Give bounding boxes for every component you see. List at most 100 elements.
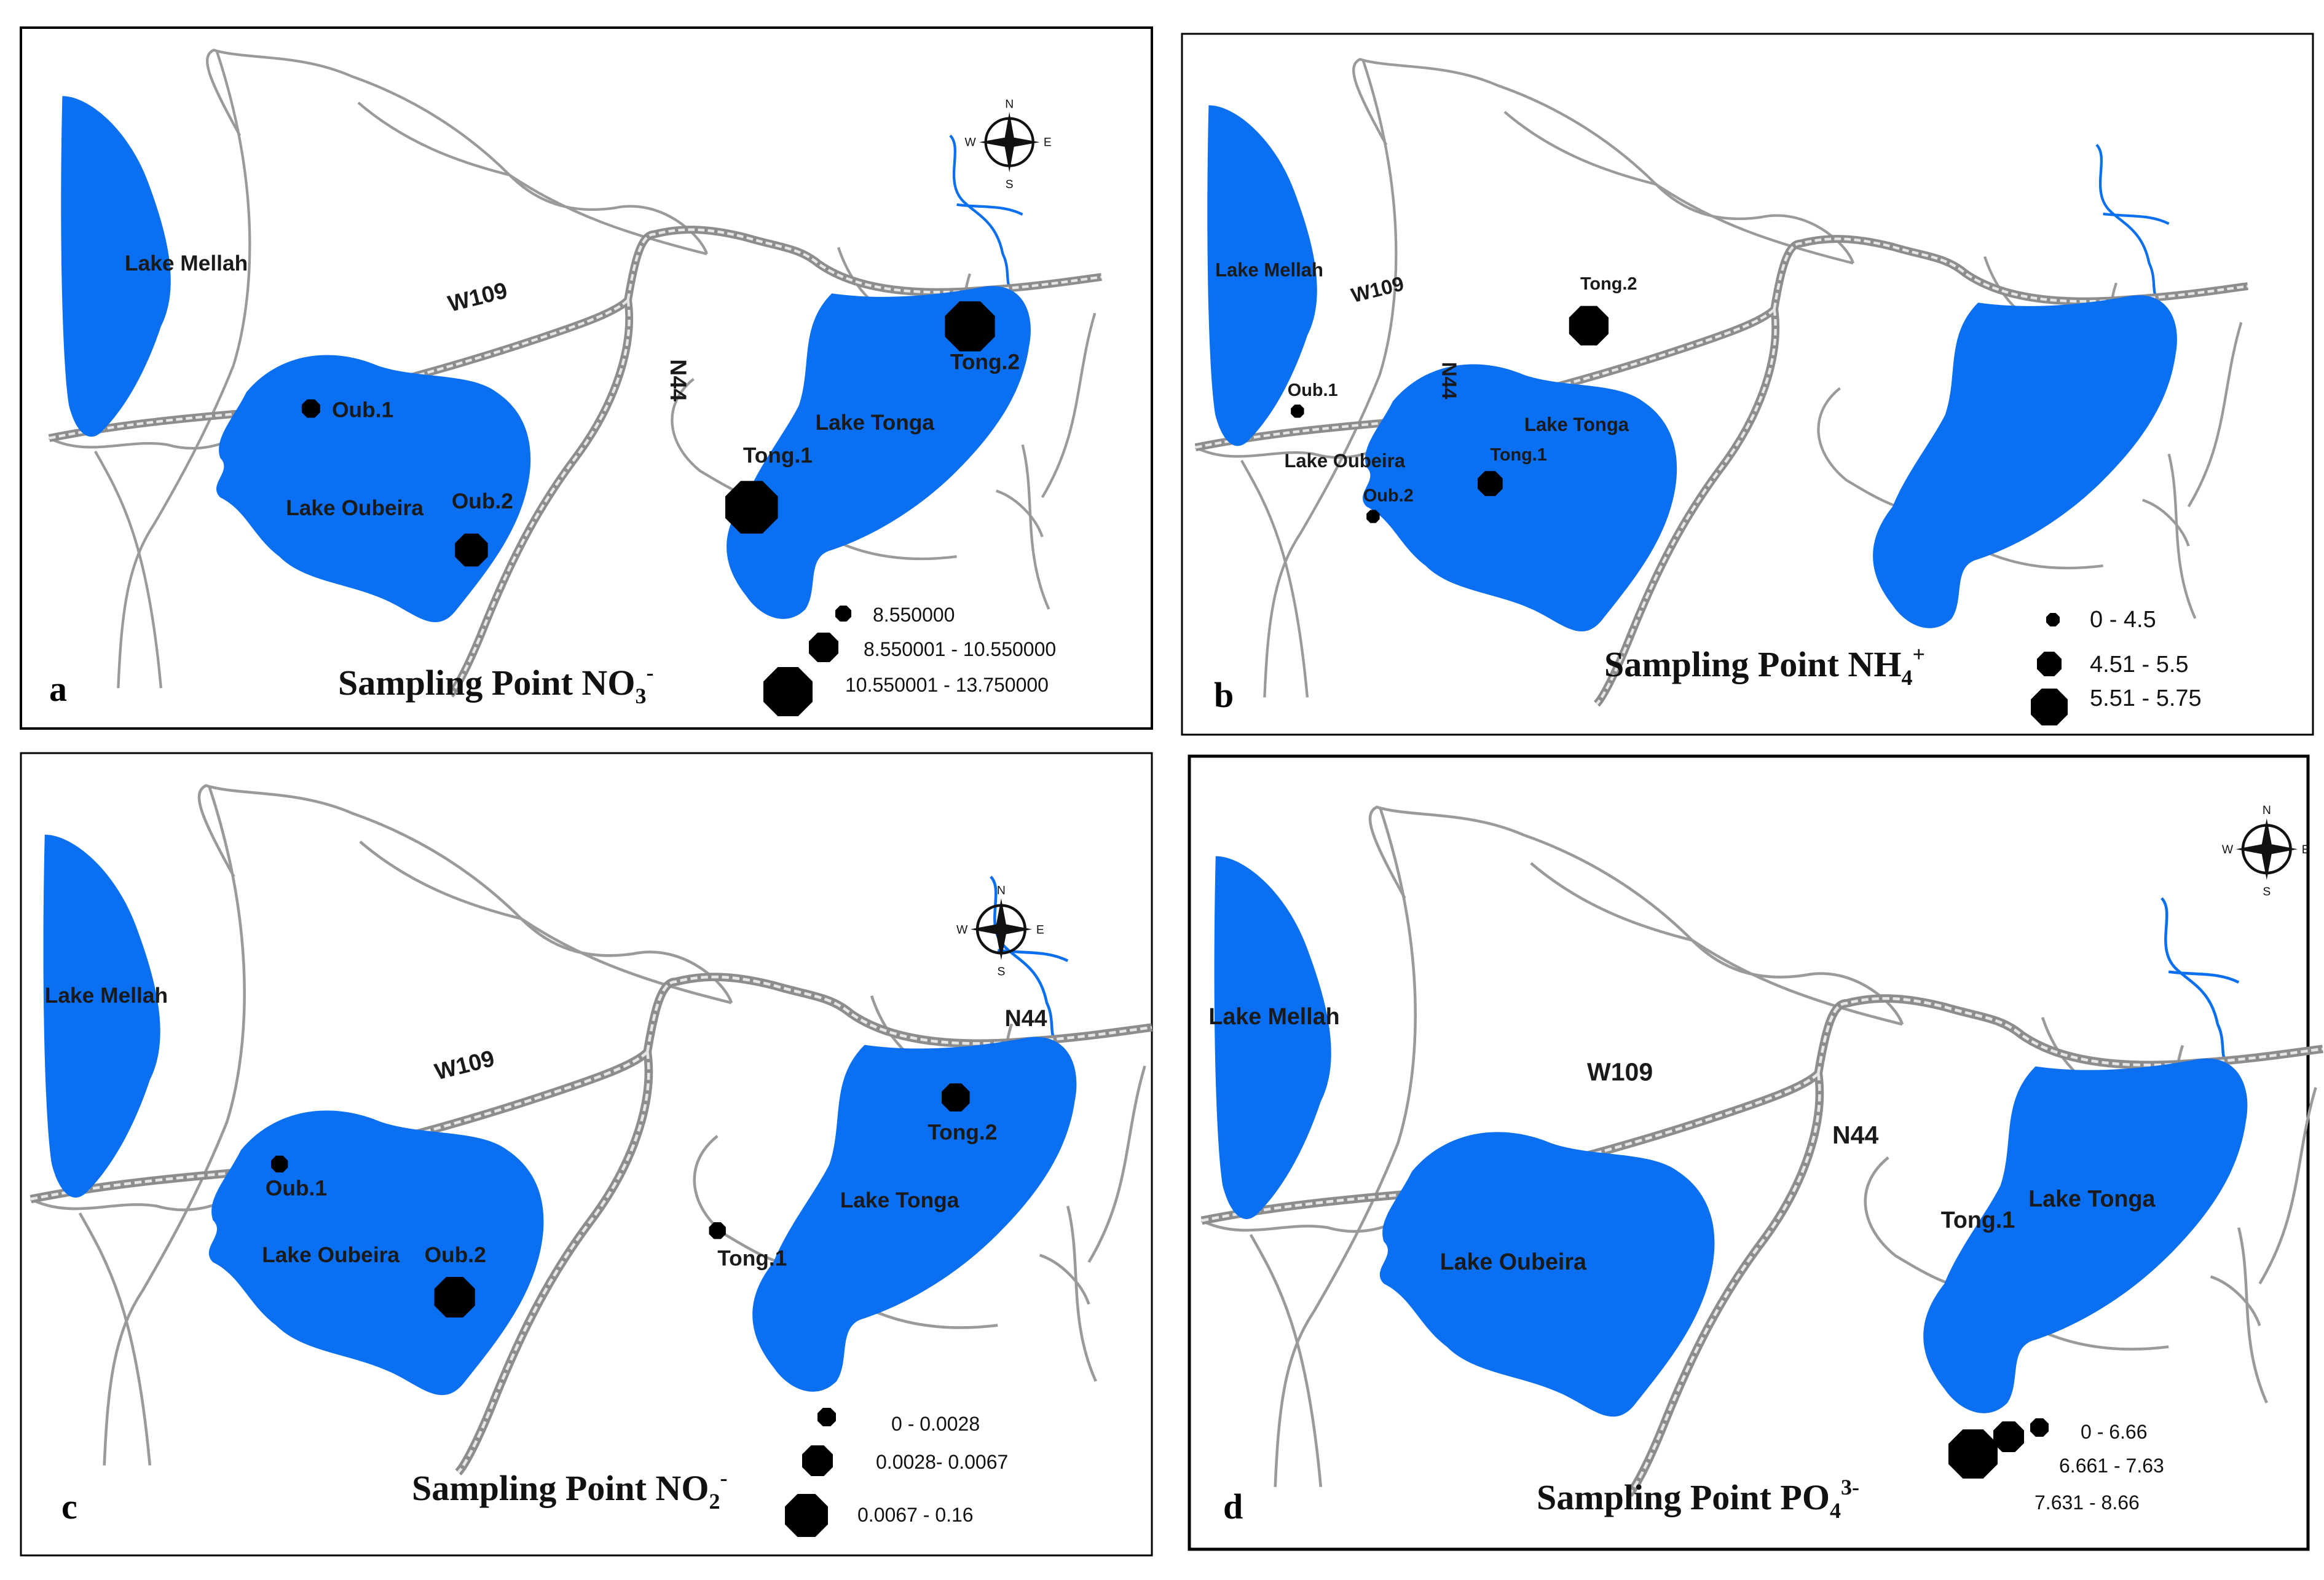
panel-a-letter: a	[49, 669, 67, 709]
station-label-oub1: Oub.1	[332, 398, 393, 422]
lake-tonga-label: Lake Tonga	[816, 411, 935, 435]
stream-network	[2162, 898, 2239, 1059]
station-marker-oub1	[1291, 405, 1304, 418]
station-label-oub2: Oub.2	[425, 1243, 486, 1267]
station-marker-tong2	[1569, 306, 1609, 346]
compass-w: W	[964, 136, 976, 149]
station-label-tong2: Tong.2	[928, 1121, 997, 1145]
station-label-oub2: Oub.2	[452, 489, 513, 513]
legend-c-label-2: 0.0028- 0.0067	[876, 1451, 1008, 1473]
station-label-tong1: Tong.1	[1490, 445, 1546, 465]
station-marker-oub2	[434, 1276, 475, 1318]
station-label-tong2: Tong.2	[950, 350, 1020, 374]
compass-rose-icon: N S E W	[2222, 804, 2310, 898]
lake-tonga-label: Lake Tonga	[1524, 414, 1629, 435]
lakes	[1207, 105, 2177, 631]
compass-s: S	[2263, 885, 2271, 898]
legend-c-label-3: 0.0067 - 0.16	[857, 1504, 974, 1526]
compass-w: W	[2222, 843, 2234, 856]
legend-d-label-2: 6.661 - 7.63	[2059, 1455, 2164, 1477]
compass-w: W	[956, 923, 968, 936]
station-label-oub1: Oub.1	[266, 1177, 327, 1201]
panel-d-title: Sampling Point PO43-	[1537, 1475, 1859, 1523]
road-n44-label: N44	[1437, 362, 1460, 400]
panel-b: Lake Mellah Lake Oubeira Lake Tonga W109…	[1195, 59, 2248, 704]
compass-n: N	[997, 884, 1006, 898]
legend-b-marker-1	[2046, 613, 2060, 626]
legend-b-label-1: 0 - 4.5	[2090, 607, 2156, 633]
road-n44-label: N44	[666, 359, 691, 401]
legend-c-marker-3	[785, 1494, 828, 1537]
station-marker-tong2	[942, 1083, 970, 1112]
lake-mellah-label: Lake Mellah	[1215, 259, 1323, 281]
station-marker-tong1	[725, 481, 778, 534]
legend-a-label-2: 8.550001 - 10.550000	[864, 638, 1056, 660]
panel-a-title: Sampling Point NO3-	[338, 660, 653, 708]
compass-e: E	[1044, 136, 1052, 149]
legend-d-marker-1	[2030, 1418, 2049, 1437]
station-marker-oub1	[301, 399, 320, 418]
lake-mellah-label: Lake Mellah	[45, 984, 168, 1008]
station-marker-tong1	[1478, 471, 1503, 496]
stream-network	[2097, 145, 2169, 296]
road-n44-label: N44	[1832, 1121, 1878, 1149]
station-label-oub1: Oub.1	[1288, 381, 1338, 400]
road-n44-east-label: N44	[1005, 1005, 1047, 1031]
legend-a-label-1: 8.550000	[873, 604, 955, 626]
legend-d-marker-2	[1993, 1421, 2024, 1452]
panel-a: Lake Mellah Lake Oubeira Lake Tonga W109…	[49, 50, 1101, 695]
panel-c-title: Sampling Point NO2-	[412, 1466, 727, 1514]
lake-oubeira-label: Lake Oubeira	[1284, 450, 1405, 472]
compass-rose-icon: N S E W	[956, 884, 1044, 979]
station-label-tong1: Tong.1	[717, 1247, 787, 1271]
panel-a-frame	[20, 26, 1153, 730]
lake-mellah-label: Lake Mellah	[125, 251, 248, 275]
lakes	[61, 96, 1031, 622]
panel-c-frame	[20, 752, 1153, 1557]
legend-d-label-1: 0 - 6.66	[2081, 1421, 2148, 1443]
legend-c-marker-1	[817, 1408, 836, 1426]
legend-b-label-3: 5.51 - 5.75	[2090, 685, 2202, 711]
station-label-tong1: Tong.1	[743, 443, 813, 467]
legend-a-marker-2	[809, 633, 838, 662]
panel-d: Lake Mellah Lake Oubeira Lake Tonga W109…	[1202, 804, 2323, 1494]
lakes	[1214, 856, 2248, 1417]
legend-b-marker-2	[2037, 652, 2062, 676]
station-label-tong1: Tong.1	[1941, 1207, 2015, 1233]
compass-e: E	[2302, 843, 2310, 856]
lake-tonga-label: Lake Tonga	[840, 1188, 959, 1212]
panel-b-frame	[1181, 33, 2314, 736]
road-w109-label: W109	[432, 1045, 497, 1085]
legend-d-marker-3	[1948, 1429, 1998, 1479]
legend-c-label-1: 0 - 0.0028	[891, 1413, 980, 1435]
station-marker-oub2	[455, 533, 488, 567]
panel-d-letter: d	[1223, 1487, 1243, 1527]
panel-d-frame	[1188, 754, 2310, 1551]
station-marker-tong1	[709, 1222, 726, 1239]
road-w109-label: W109	[445, 277, 510, 317]
compass-n: N	[2263, 804, 2271, 817]
compass-rose-icon: N S E W	[964, 98, 1051, 192]
road-w109-label: W109	[1587, 1057, 1653, 1086]
legend-a-label-3: 10.550001 - 13.750000	[845, 674, 1049, 696]
road-w109-label: W109	[1349, 272, 1406, 307]
panel-b-title: Sampling Point NH4+	[1604, 642, 1925, 690]
lake-oubeira-label: Lake Oubeira	[286, 496, 423, 520]
legend-d-label-3: 7.631 - 8.66	[2034, 1491, 2140, 1514]
panel-c: Lake Mellah Lake Oubeira Lake Tonga W109…	[31, 786, 1152, 1472]
legend-a-marker-1	[835, 606, 851, 622]
legend-b-label-2: 4.51 - 5.5	[2090, 652, 2189, 677]
lake-tonga-label: Lake Tonga	[2028, 1186, 2156, 1212]
lake-oubeira-label: Lake Oubeira	[1440, 1249, 1587, 1274]
compass-n: N	[1005, 98, 1014, 111]
lake-oubeira-label: Lake Oubeira	[262, 1243, 400, 1267]
legend-a-marker-3	[763, 667, 813, 716]
legend-b-marker-3	[2031, 689, 2068, 725]
station-marker-oub2	[1366, 510, 1380, 523]
legend-c-marker-2	[802, 1445, 833, 1476]
compass-s: S	[997, 965, 1005, 979]
station-label-tong2: Tong.2	[1580, 274, 1637, 294]
compass-s: S	[1006, 178, 1014, 191]
panel-c-letter: c	[61, 1487, 77, 1527]
